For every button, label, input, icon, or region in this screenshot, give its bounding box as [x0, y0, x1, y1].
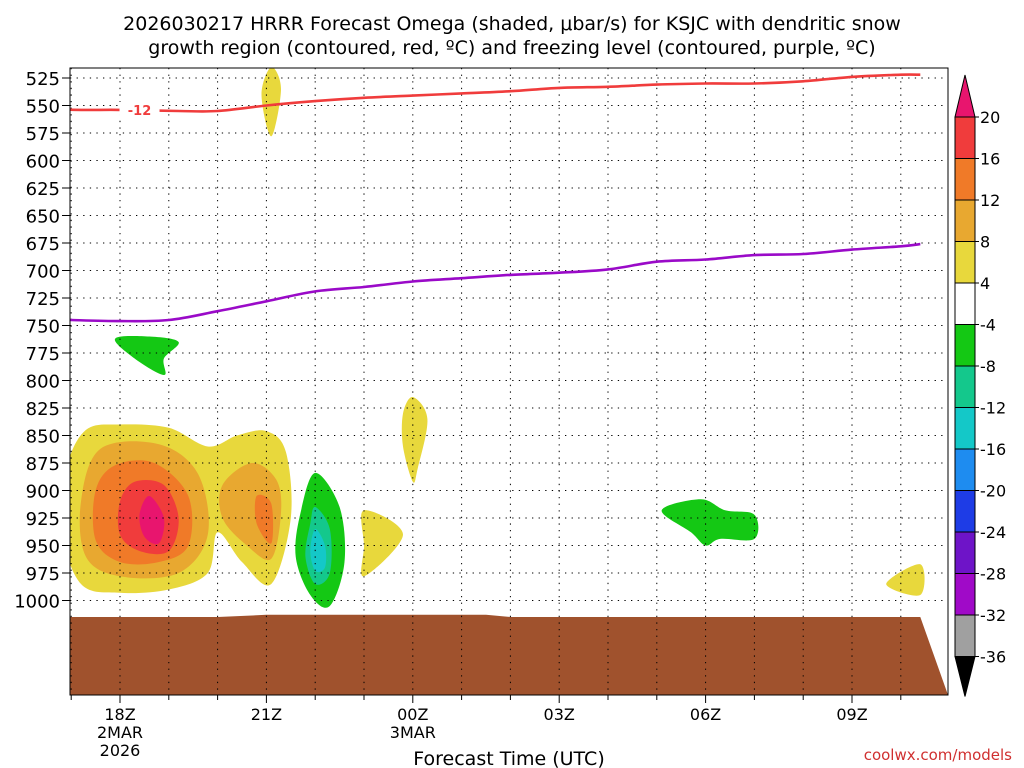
omega-region-10 [310, 528, 327, 573]
omega-region-6 [254, 494, 274, 544]
y-tick-label-875: 875 [26, 454, 60, 475]
colorbar-swatch-8 [954, 448, 976, 491]
colorbar-swatch-12 [954, 614, 976, 657]
y-tick-label-700: 700 [26, 262, 60, 283]
omega-region-14 [114, 335, 179, 375]
y-tick-label-900: 900 [26, 482, 60, 503]
omega-shading-layer [70, 68, 925, 608]
omega-region-12 [401, 396, 428, 483]
omega-region-4 [139, 495, 165, 545]
chart-title-line1: 2026030217 HRRR Forecast Omega (shaded, … [123, 13, 901, 35]
y-tick-label-725: 725 [26, 289, 60, 310]
colorbar-bottom-triangle [954, 656, 976, 697]
colorbar-label-8: 8 [980, 233, 990, 252]
terrain-ground [70, 614, 948, 695]
colorbar-swatch-10 [954, 531, 976, 574]
contour-layer: -12 [70, 73, 921, 323]
y-tick-label-800: 800 [26, 372, 60, 393]
colorbar-label--28: -28 [980, 565, 1006, 584]
x-tick-label-03Z: 03Z [544, 705, 575, 724]
colorbar-label--24: -24 [980, 523, 1006, 542]
colorbar-swatch-4 [954, 282, 976, 325]
colorbar-swatch-3 [954, 241, 976, 284]
colorbar-swatch-5 [954, 324, 976, 367]
colorbar-swatch-2 [954, 199, 976, 242]
dgz-label-bg [119, 101, 160, 118]
colorbar-label-4: 4 [980, 274, 990, 293]
grid-layer [70, 68, 948, 695]
omega-region-15 [886, 564, 925, 596]
y-tick-label-950: 950 [26, 537, 60, 558]
x-tick-date-18Z: 2MAR [97, 723, 143, 742]
y-tick-label-650: 650 [26, 207, 60, 228]
y-axis: 525 550 575 600 625 650 675 700 725 750 775 800 825 8… [14, 69, 70, 613]
omega-region-11 [361, 510, 403, 577]
x-tick-date-00Z: 3MAR [390, 723, 436, 742]
colorbar-swatch-7 [954, 407, 976, 450]
colorbar-label-12: 12 [980, 191, 1000, 210]
y-tick-label-675: 675 [26, 234, 60, 255]
y-tick-label-850: 850 [26, 427, 60, 448]
y-tick-label-550: 550 [26, 97, 60, 118]
colorbar-label--4: -4 [980, 316, 996, 335]
x-tick-label-21Z: 21Z [251, 705, 282, 724]
x-axis-title: Forecast Time (UTC) [413, 748, 604, 768]
dgz-contour-label: -12 [128, 104, 152, 119]
colorbar-label--12: -12 [980, 399, 1006, 418]
y-tick-label-1000: 1000 [14, 592, 60, 613]
colorbar-top-triangle [954, 74, 976, 118]
y-tick-label-525: 525 [26, 69, 60, 90]
colorbar-label--16: -16 [980, 440, 1006, 459]
x-tick-label-06Z: 06Z [690, 705, 721, 724]
colorbar-swatch-9 [954, 490, 976, 533]
colorbar: 20 16 12 8 4 -4 -8 -12 -16 -20 -24 -28 -32 -36 [954, 74, 1006, 697]
plot-frame [69, 67, 949, 696]
y-tick-label-825: 825 [26, 399, 60, 420]
colorbar-label-16: 16 [980, 150, 1000, 169]
y-tick-label-625: 625 [26, 179, 60, 200]
y-tick-label-750: 750 [26, 317, 60, 338]
terrain-layer [70, 614, 948, 695]
colorbar-swatch-11 [954, 573, 976, 616]
x-tick-year-18Z: 2026 [100, 741, 141, 760]
omega-region-13 [661, 499, 759, 546]
colorbar-swatch-1 [954, 158, 976, 201]
x-tick-label-00Z: 00Z [397, 705, 428, 724]
y-tick-label-600: 600 [26, 152, 60, 173]
colorbar-label--20: -20 [980, 482, 1006, 501]
dgz-minus12-line [70, 73, 921, 113]
colorbar-label--8: -8 [980, 357, 996, 376]
watermark: coolwx.com/models [864, 746, 1012, 764]
y-tick-label-775: 775 [26, 344, 60, 365]
y-tick-label-925: 925 [26, 509, 60, 530]
x-tick-label-09Z: 09Z [836, 705, 867, 724]
chart-title-line2: growth region (contoured, red, ºC) and f… [148, 37, 875, 59]
y-tick-label-975: 975 [26, 564, 60, 585]
colorbar-label--36: -36 [980, 648, 1006, 667]
x-tick-label-18Z: 18Z [104, 705, 135, 724]
colorbar-swatch-0 [954, 116, 976, 159]
colorbar-label--32: -32 [980, 606, 1006, 625]
freezing-level-line [70, 242, 921, 323]
y-tick-label-575: 575 [26, 124, 60, 145]
colorbar-label-20: 20 [980, 108, 1000, 127]
colorbar-swatch-6 [954, 365, 976, 408]
omega-region-7 [261, 68, 281, 137]
